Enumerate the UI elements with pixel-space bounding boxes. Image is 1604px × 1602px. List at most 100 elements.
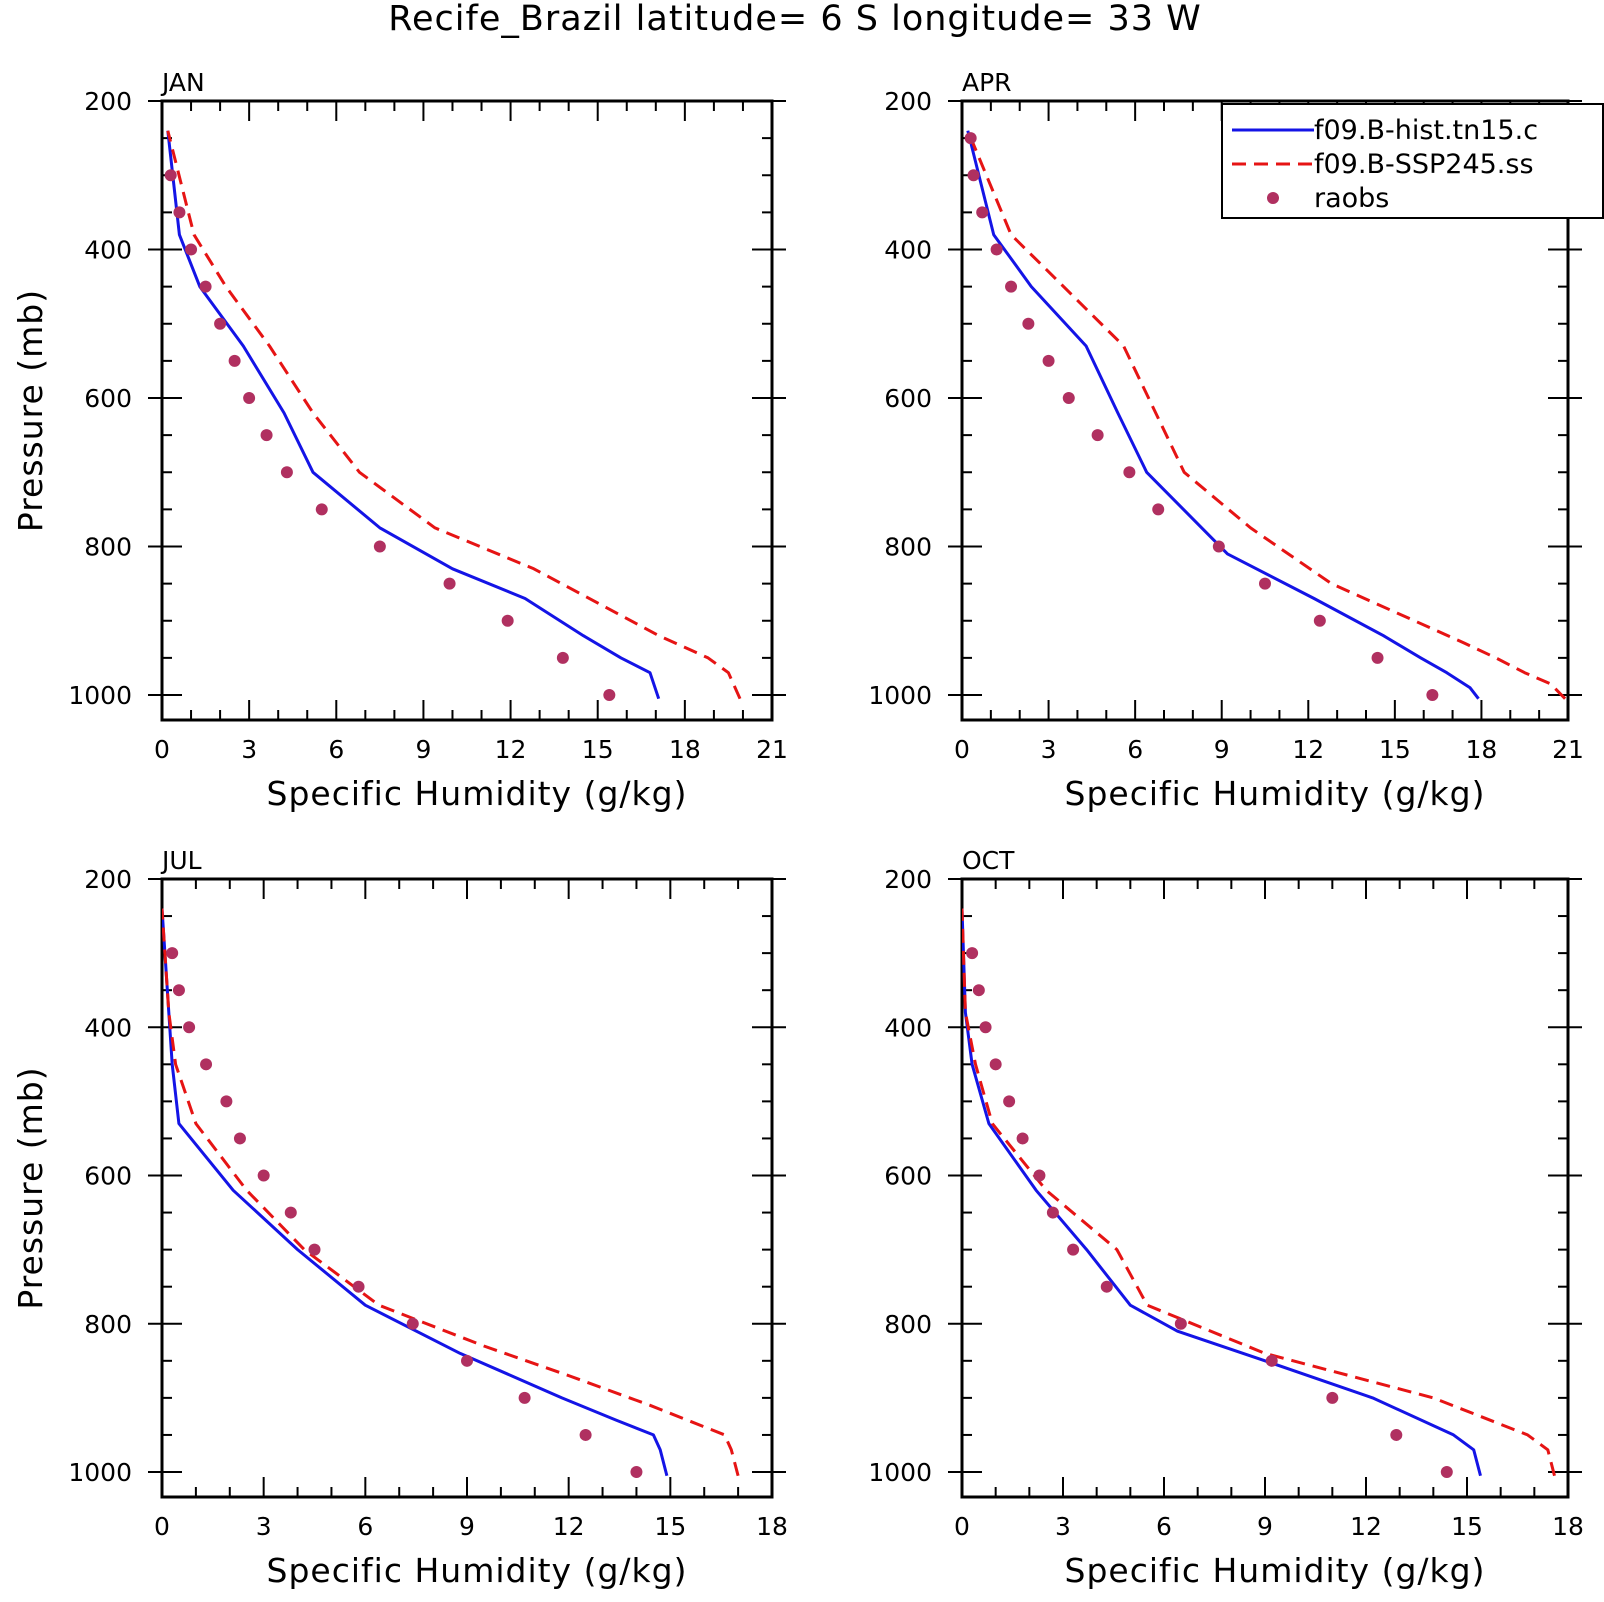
- x-tick-label: 15: [654, 1512, 686, 1541]
- x-tick-label: 9: [1257, 1512, 1273, 1541]
- raobs-point: [315, 503, 328, 516]
- x-tick-label: 18: [1552, 1512, 1584, 1541]
- x-axis-label: Specific Humidity (g/kg): [1065, 774, 1486, 813]
- raobs-point: [199, 280, 212, 293]
- y-tick-label: 200: [884, 87, 932, 116]
- raobs-point: [164, 169, 177, 182]
- raobs-point: [1067, 1243, 1080, 1256]
- raobs-point: [183, 1021, 196, 1034]
- panel-jan: JAN 0 3 6 9 12 15 18 21 200 400 600 800 1000 Specific …: [11, 68, 788, 813]
- legend-label: f09.B-hist.tn15.c: [1314, 115, 1538, 146]
- raobs-point: [228, 354, 241, 367]
- panel-title: APR: [962, 68, 1012, 97]
- panel-title: OCT: [962, 846, 1015, 875]
- ssp245-line: [962, 908, 1556, 1477]
- raobs-point: [967, 169, 980, 182]
- raobs-point: [1313, 614, 1326, 627]
- y-axis-label: Pressure (mb): [11, 289, 50, 532]
- x-tick-label: 3: [256, 1512, 272, 1541]
- raobs-point: [501, 614, 514, 627]
- x-tick-label: 15: [582, 735, 614, 764]
- ssp245-line: [966, 130, 1567, 700]
- x-tick-label: 9: [459, 1512, 475, 1541]
- x-tick-label: 15: [1379, 735, 1411, 764]
- raobs-point: [280, 466, 293, 479]
- raobs-point: [352, 1280, 365, 1293]
- raobs-point: [1022, 317, 1035, 330]
- x-tick-label: 0: [954, 735, 970, 764]
- y-tick-label: 400: [884, 1013, 932, 1042]
- y-tick-label: 200: [884, 865, 932, 894]
- legend-label: raobs: [1314, 183, 1389, 214]
- panel-apr: APR 0 3 6 9 12 15 18 21 200 400 600 800 1000 Specific …: [868, 68, 1584, 813]
- y-tick-label: 400: [84, 236, 132, 265]
- x-tick-label: 6: [357, 1512, 373, 1541]
- y-tick-label: 1000: [68, 1458, 132, 1487]
- x-tick-label: 9: [415, 735, 431, 764]
- x-tick-label: 3: [1041, 735, 1057, 764]
- raobs-point: [185, 243, 198, 256]
- legend-box: [1221, 103, 1604, 219]
- x-tick-label: 6: [328, 735, 344, 764]
- raobs-point: [1100, 1280, 1113, 1293]
- raobs-point: [260, 429, 273, 442]
- raobs-point: [233, 1132, 246, 1145]
- raobs-point: [1152, 503, 1165, 516]
- plot-frame: [160, 99, 774, 722]
- plot-frame: [160, 877, 774, 1499]
- y-tick-label: 200: [84, 87, 132, 116]
- figure-title: Recife_Brazil latitude= 6 S longitude= 3…: [388, 0, 1202, 39]
- x-tick-label: 18: [669, 735, 701, 764]
- raobs-point: [443, 577, 456, 590]
- panel-layer: JAN 0 3 6 9 12 15 18 21 200 400 600 800 1000 Specific …: [11, 68, 1584, 1590]
- series-layer: [162, 908, 740, 1478]
- raobs-point: [979, 1021, 992, 1034]
- raobs-point: [989, 1058, 1002, 1071]
- panel-title: JUL: [160, 846, 202, 875]
- raobs-point: [461, 1354, 473, 1367]
- x-tick-label: 21: [756, 735, 788, 764]
- x-axis-label: Specific Humidity (g/kg): [267, 774, 688, 813]
- x-axis-label: Specific Humidity (g/kg): [1065, 1551, 1486, 1590]
- raobs-point: [166, 947, 179, 960]
- raobs-point: [1091, 429, 1104, 442]
- raobs-point: [220, 1095, 233, 1108]
- x-tick-label: 3: [1055, 1512, 1071, 1541]
- raobs-point: [1326, 1391, 1339, 1404]
- x-tick-label: 21: [1552, 735, 1584, 764]
- ssp245-line: [166, 130, 742, 700]
- x-tick-label: 9: [1214, 735, 1230, 764]
- y-tick-label: 800: [884, 1310, 932, 1339]
- y-tick-label: 400: [884, 236, 932, 265]
- raobs-point: [243, 392, 256, 404]
- raobs-point: [214, 317, 227, 330]
- x-tick-label: 15: [1451, 1512, 1483, 1541]
- y-tick-label: 600: [84, 1162, 132, 1191]
- raobs-point: [1265, 1354, 1278, 1367]
- y-tick-label: 200: [84, 865, 132, 894]
- x-tick-label: 12: [1292, 735, 1324, 764]
- x-tick-label: 12: [1350, 1512, 1382, 1541]
- y-tick-label: 600: [84, 384, 132, 413]
- raobs-point: [1033, 1169, 1046, 1182]
- raobs-point: [173, 206, 186, 219]
- series-layer: [962, 908, 1556, 1478]
- raobs-point: [257, 1169, 270, 1182]
- x-tick-label: 18: [756, 1512, 788, 1541]
- raobs-point: [976, 206, 989, 219]
- y-axis-label: Pressure (mb): [11, 1066, 50, 1309]
- x-tick-label: 0: [954, 1512, 970, 1541]
- raobs-point: [603, 689, 616, 701]
- raobs-point: [972, 984, 985, 997]
- series-layer: [164, 130, 742, 701]
- panel-title: JAN: [160, 68, 205, 97]
- y-tick-label: 600: [884, 1162, 932, 1191]
- raobs-point: [200, 1058, 213, 1071]
- y-tick-label: 800: [84, 533, 132, 562]
- y-tick-label: 1000: [868, 681, 932, 710]
- raobs-point: [630, 1466, 643, 1478]
- series-layer: [964, 130, 1567, 701]
- hist-line: [162, 908, 669, 1477]
- raobs-point: [1123, 466, 1136, 479]
